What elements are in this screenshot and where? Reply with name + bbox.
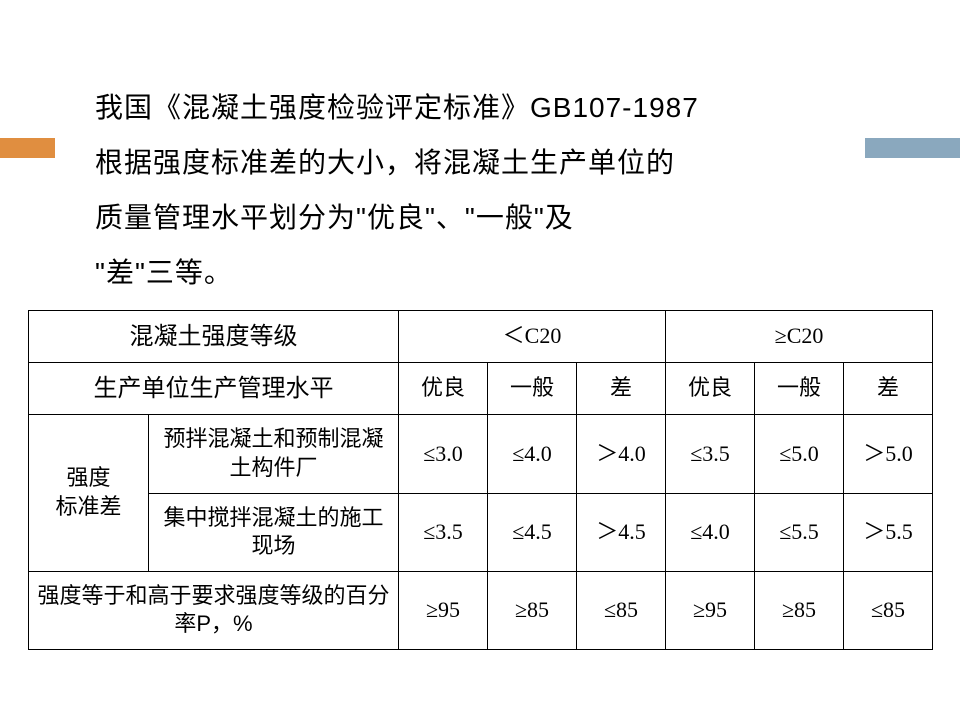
cell-level-good: 优良 [666,363,755,415]
cell-value: ≥85 [755,571,844,649]
cell-level-poor: 差 [844,363,933,415]
cell-value: ≥95 [666,571,755,649]
cell-value: ≤4.0 [488,415,577,493]
cell-precast-label: 预拌混凝土和预制混凝土构件厂 [149,415,399,493]
intro-line-3: 质量管理水平划分为"优良"、"一般"及 [95,190,885,245]
cell-value: ≤5.0 [755,415,844,493]
standards-table: 混凝土强度等级 ＜C20 ≥C20 生产单位生产管理水平 优良 一般 差 优良 … [28,310,933,650]
cell-value: ≤3.5 [666,415,755,493]
intro-line-4: "差"三等。 [95,245,885,300]
cell-value: ＞4.5 [577,493,666,571]
cell-value: ≥95 [399,571,488,649]
cell-value: ≤4.0 [666,493,755,571]
cell-level-good: 优良 [399,363,488,415]
cell-site-label: 集中搅拌混凝土的施工现场 [149,493,399,571]
cell-level-normal: 一般 [488,363,577,415]
table-row: 集中搅拌混凝土的施工现场 ≤3.5 ≤4.5 ＞4.5 ≤4.0 ≤5.5 ＞5… [29,493,933,571]
cell-value: ≥85 [488,571,577,649]
cell-value: ≤3.0 [399,415,488,493]
cell-mgmt-label: 生产单位生产管理水平 [29,363,399,415]
table-row: 强度 标准差 预拌混凝土和预制混凝土构件厂 ≤3.0 ≤4.0 ＞4.0 ≤3.… [29,415,933,493]
cell-value: ＞5.5 [844,493,933,571]
cell-grade-label: 混凝土强度等级 [29,311,399,363]
cell-level-poor: 差 [577,363,666,415]
cell-stddev-label: 强度 标准差 [29,415,149,571]
table-row: 生产单位生产管理水平 优良 一般 差 优良 一般 差 [29,363,933,415]
standards-table-wrap: 混凝土强度等级 ＜C20 ≥C20 生产单位生产管理水平 优良 一般 差 优良 … [28,310,932,650]
cell-value: ≤3.5 [399,493,488,571]
cell-value: ≤85 [577,571,666,649]
intro-paragraph: 我国《混凝土强度检验评定标准》GB107-1987 根据强度标准差的大小，将混凝… [95,80,885,300]
cell-value: ＞4.0 [577,415,666,493]
cell-value: ≤4.5 [488,493,577,571]
intro-line-2: 根据强度标准差的大小，将混凝土生产单位的 [95,135,885,190]
cell-grade-lt: ＜C20 [399,311,666,363]
cell-value: ≤85 [844,571,933,649]
accent-bar-left [0,138,55,158]
cell-value: ≤5.5 [755,493,844,571]
intro-line-1: 我国《混凝土强度检验评定标准》GB107-1987 [95,80,885,135]
cell-percent-label: 强度等于和高于要求强度等级的百分率P，% [29,571,399,649]
cell-grade-ge: ≥C20 [666,311,933,363]
cell-value: ＞5.0 [844,415,933,493]
cell-level-normal: 一般 [755,363,844,415]
table-row: 混凝土强度等级 ＜C20 ≥C20 [29,311,933,363]
table-row: 强度等于和高于要求强度等级的百分率P，% ≥95 ≥85 ≤85 ≥95 ≥85… [29,571,933,649]
